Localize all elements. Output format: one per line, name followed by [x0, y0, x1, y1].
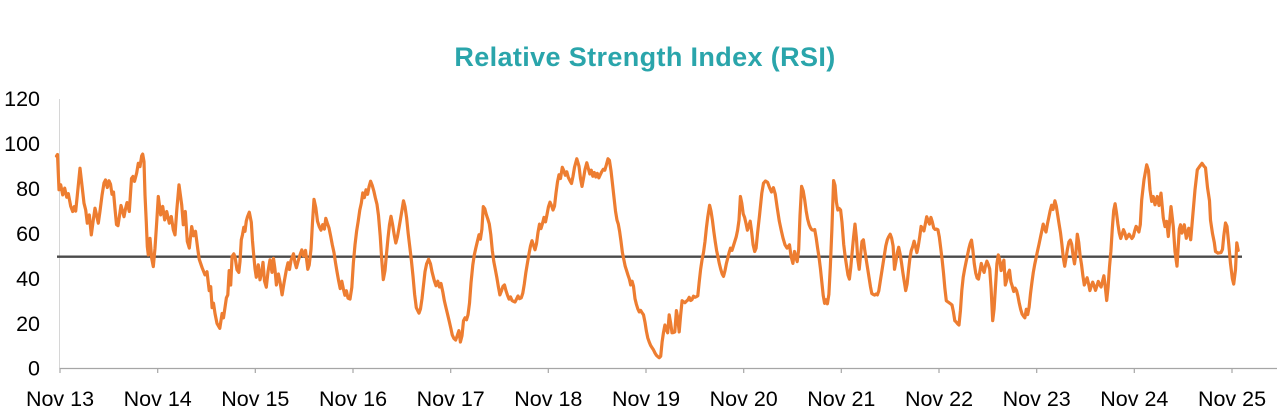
svg-text:60: 60: [16, 222, 40, 246]
svg-text:20: 20: [16, 312, 40, 336]
svg-text:40: 40: [16, 267, 40, 291]
svg-text:Nov 23: Nov 23: [1003, 387, 1071, 411]
svg-text:Nov 19: Nov 19: [612, 387, 680, 411]
svg-text:Nov 21: Nov 21: [807, 387, 875, 411]
svg-text:Nov 13: Nov 13: [26, 387, 94, 411]
svg-text:Nov 15: Nov 15: [221, 387, 289, 411]
svg-text:Nov 20: Nov 20: [710, 387, 778, 411]
svg-text:120: 120: [4, 87, 40, 111]
svg-text:100: 100: [4, 132, 40, 156]
svg-text:Nov 14: Nov 14: [124, 387, 192, 411]
svg-text:Nov 24: Nov 24: [1100, 387, 1168, 411]
svg-text:0: 0: [28, 357, 40, 381]
svg-text:Nov 25: Nov 25: [1198, 387, 1266, 411]
svg-text:Nov 16: Nov 16: [319, 387, 387, 411]
svg-text:80: 80: [16, 177, 40, 201]
svg-text:Nov 22: Nov 22: [905, 387, 973, 411]
svg-text:Nov 17: Nov 17: [417, 387, 485, 411]
svg-text:Nov 18: Nov 18: [514, 387, 582, 411]
